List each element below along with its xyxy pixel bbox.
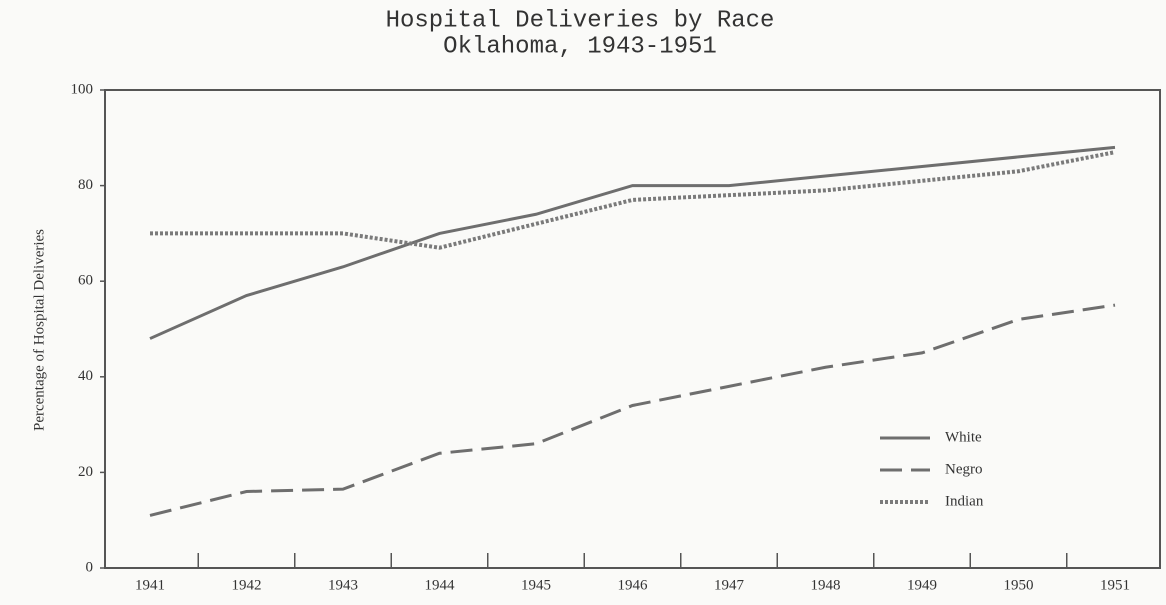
series-line <box>150 150 1116 250</box>
x-tick-label: 1944 <box>425 577 456 593</box>
plot-frame <box>104 89 1161 569</box>
x-tick-label: 1942 <box>232 577 262 593</box>
y-tick-label: 80 <box>78 177 93 193</box>
x-tick-label: 1946 <box>618 577 649 593</box>
x-tick-label: 1951 <box>1100 577 1130 593</box>
chart-subtitle: Oklahoma, 1943-1951 <box>443 33 717 60</box>
x-tick-label: 1945 <box>521 577 551 593</box>
legend-label: Negro <box>945 461 983 477</box>
legend-label: Indian <box>945 493 984 509</box>
legend-label: White <box>945 429 982 445</box>
x-tick-label: 1941 <box>135 577 165 593</box>
series-line <box>149 145 1116 340</box>
series-line <box>149 303 1116 517</box>
y-axis-label: Percentage of Hospital Deliveries <box>31 229 47 431</box>
chart-title: Hospital Deliveries by Race <box>386 7 775 34</box>
y-tick-label: 0 <box>86 559 94 575</box>
y-tick-label: 20 <box>78 464 93 480</box>
x-tick-label: 1947 <box>714 577 745 593</box>
x-tick-label: 1948 <box>811 577 841 593</box>
x-tick-label: 1943 <box>328 577 358 593</box>
y-tick-label: 60 <box>78 273 93 289</box>
x-tick-label: 1949 <box>907 577 937 593</box>
y-tick-label: 40 <box>78 368 93 384</box>
x-tick-label: 1950 <box>1004 577 1034 593</box>
y-tick-label: 100 <box>71 81 94 97</box>
